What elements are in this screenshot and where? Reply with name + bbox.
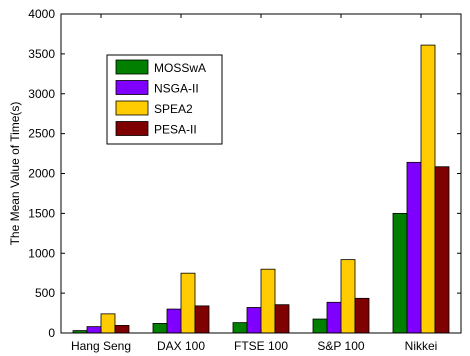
legend-entry: NSGA-II	[154, 82, 199, 96]
y-tick-label: 2000	[28, 167, 55, 181]
x-tick-label: DAX 100	[157, 339, 205, 353]
y-tick-labels: 0 500 1000 1500 2000 2500 3000 3500 4000	[28, 7, 55, 340]
bar-nsga-ii-4	[406, 161, 422, 334]
legend-swatch	[115, 100, 149, 116]
axis-ticks	[61, 13, 461, 334]
bar-spea2-0	[100, 313, 116, 334]
bar-mosswa-1	[152, 323, 168, 334]
bar-spea2-4	[420, 44, 436, 334]
y-tick-label: 3000	[28, 87, 55, 101]
bar-spea2-3	[340, 259, 356, 334]
bar-pesa-ii-0	[114, 325, 130, 334]
bar-mosswa-3	[312, 318, 328, 334]
y-tick-label: 500	[35, 286, 55, 300]
bar-pesa-ii-4	[434, 166, 450, 334]
x-tick-label: Nikkei	[405, 339, 438, 353]
bar-spea2-2	[260, 268, 276, 334]
legend-entry: MOSSwA	[154, 61, 206, 75]
legend-entry: SPEA2	[154, 102, 193, 116]
y-axis-label: The Mean Value of Time(s)	[8, 102, 22, 246]
y-tick-label: 3500	[28, 47, 55, 61]
bar-nsga-ii-0	[86, 326, 102, 334]
bar-nsga-ii-1	[166, 308, 182, 334]
x-tick-label: S&P 100	[317, 339, 364, 353]
legend: MOSSwA NSGA-II SPEA2 PESA-II	[106, 54, 223, 145]
y-tick-label: 0	[48, 326, 55, 340]
y-tick-label: 4000	[28, 7, 55, 21]
bar-pesa-ii-1	[194, 305, 210, 334]
legend-swatch	[115, 80, 149, 95]
legend-entry: PESA-II	[154, 123, 197, 137]
bar-mosswa-4	[392, 212, 408, 334]
y-tick-label: 2500	[28, 127, 55, 141]
bar-pesa-ii-2	[274, 304, 290, 334]
x-tick-label: FTSE 100	[234, 339, 288, 353]
bar-spea2-1	[180, 272, 196, 334]
x-tick-labels: Hang Seng DAX 100 FTSE 100 S&P 100 Nikkei	[71, 339, 437, 353]
bar-mosswa-2	[232, 322, 248, 334]
bar-nsga-ii-3	[326, 301, 342, 334]
legend-swatch	[115, 121, 149, 136]
legend-swatch	[115, 59, 149, 75]
bars	[72, 44, 450, 334]
y-tick-label: 1500	[28, 206, 55, 220]
bar-pesa-ii-3	[354, 297, 370, 334]
bar-nsga-ii-2	[246, 307, 262, 334]
y-tick-label: 1000	[28, 246, 55, 260]
x-tick-label: Hang Seng	[71, 339, 131, 353]
